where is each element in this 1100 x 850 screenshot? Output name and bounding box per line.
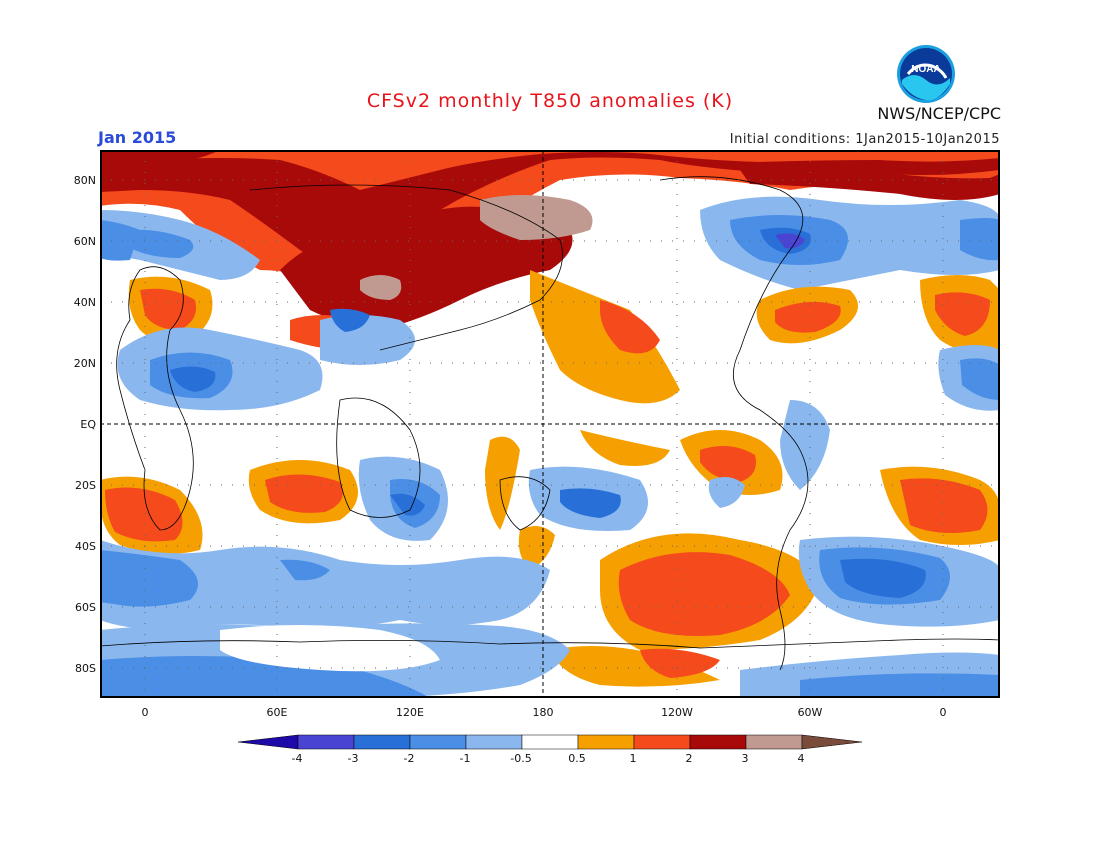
colorbar-label: -4 xyxy=(291,752,303,765)
colorbar-swatch xyxy=(409,734,467,750)
colorbar-label: 3 xyxy=(741,752,749,765)
logo-text: NOAA xyxy=(911,64,940,75)
colorbar-swatch xyxy=(745,734,803,750)
lat-label: 80S xyxy=(75,662,96,675)
lat-label: 20N xyxy=(73,357,96,370)
colorbar-label: 2 xyxy=(685,752,693,765)
colorbar-swatch xyxy=(465,734,523,750)
colorbar-arrow-high xyxy=(801,734,862,750)
lon-label: 180 xyxy=(532,706,554,719)
anomaly-map xyxy=(100,150,1000,698)
map-gridlines xyxy=(100,150,1000,698)
lon-label: 0 xyxy=(141,706,149,719)
lat-label: 40S xyxy=(75,540,96,553)
map-frame xyxy=(100,150,1000,698)
lat-label: 60N xyxy=(73,235,96,248)
colorbar-swatch xyxy=(297,734,355,750)
colorbar-label: -2 xyxy=(403,752,415,765)
colorbar-label: 0.5 xyxy=(568,752,586,765)
agency-label: NWS/NCEP/CPC xyxy=(877,104,1001,123)
lat-label: 60S xyxy=(75,601,96,614)
colorbar-swatch xyxy=(577,734,635,750)
colorbar-swatch xyxy=(353,734,411,750)
lat-label: 40N xyxy=(73,296,96,309)
lon-label: 60E xyxy=(266,706,288,719)
colorbar-label: 4 xyxy=(797,752,805,765)
lon-label: 120W xyxy=(661,706,693,719)
initial-conditions-label: Initial conditions: 1Jan2015-10Jan2015 xyxy=(729,132,1000,147)
colorbar-label: -3 xyxy=(347,752,359,765)
lon-label: 60W xyxy=(797,706,823,719)
month-label: Jan 2015 xyxy=(98,128,177,147)
colorbar-arrow-low xyxy=(238,734,299,750)
lat-label: EQ xyxy=(80,418,96,431)
colorbar-swatch xyxy=(521,734,579,750)
colorbar xyxy=(238,734,862,750)
colorbar-swatch xyxy=(633,734,691,750)
lat-label: 20S xyxy=(75,479,96,492)
colorbar-label: 1 xyxy=(629,752,637,765)
lon-label: 0 xyxy=(939,706,947,719)
chart-title: CFSv2 monthly T850 anomalies (K) xyxy=(366,90,734,112)
colorbar-swatch xyxy=(689,734,747,750)
lat-label: 80N xyxy=(73,174,96,187)
noaa-logo-icon: NOAA xyxy=(897,45,955,103)
lon-label: 120E xyxy=(396,706,424,719)
colorbar-label: -0.5 xyxy=(510,752,532,765)
colorbar-label: -1 xyxy=(459,752,471,765)
